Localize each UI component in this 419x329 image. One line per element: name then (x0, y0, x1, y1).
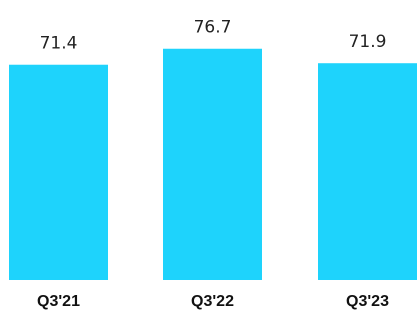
category-labels-group: Q3'21 Q3'22 Q3'23 (37, 293, 389, 310)
value-labels-group: 71.4 76.7 71.9 (40, 18, 387, 54)
category-label: Q3'23 (346, 293, 389, 310)
value-label: 71.4 (40, 34, 78, 54)
bar-Q3'23 (318, 63, 417, 281)
category-label: Q3'22 (191, 293, 234, 310)
bars-group (9, 48, 417, 281)
bar-Q3'22 (163, 48, 262, 281)
value-label: 76.7 (194, 18, 232, 38)
bar-Q3'21 (9, 64, 108, 280)
value-label: 71.9 (349, 32, 387, 52)
category-label: Q3'21 (37, 293, 80, 310)
